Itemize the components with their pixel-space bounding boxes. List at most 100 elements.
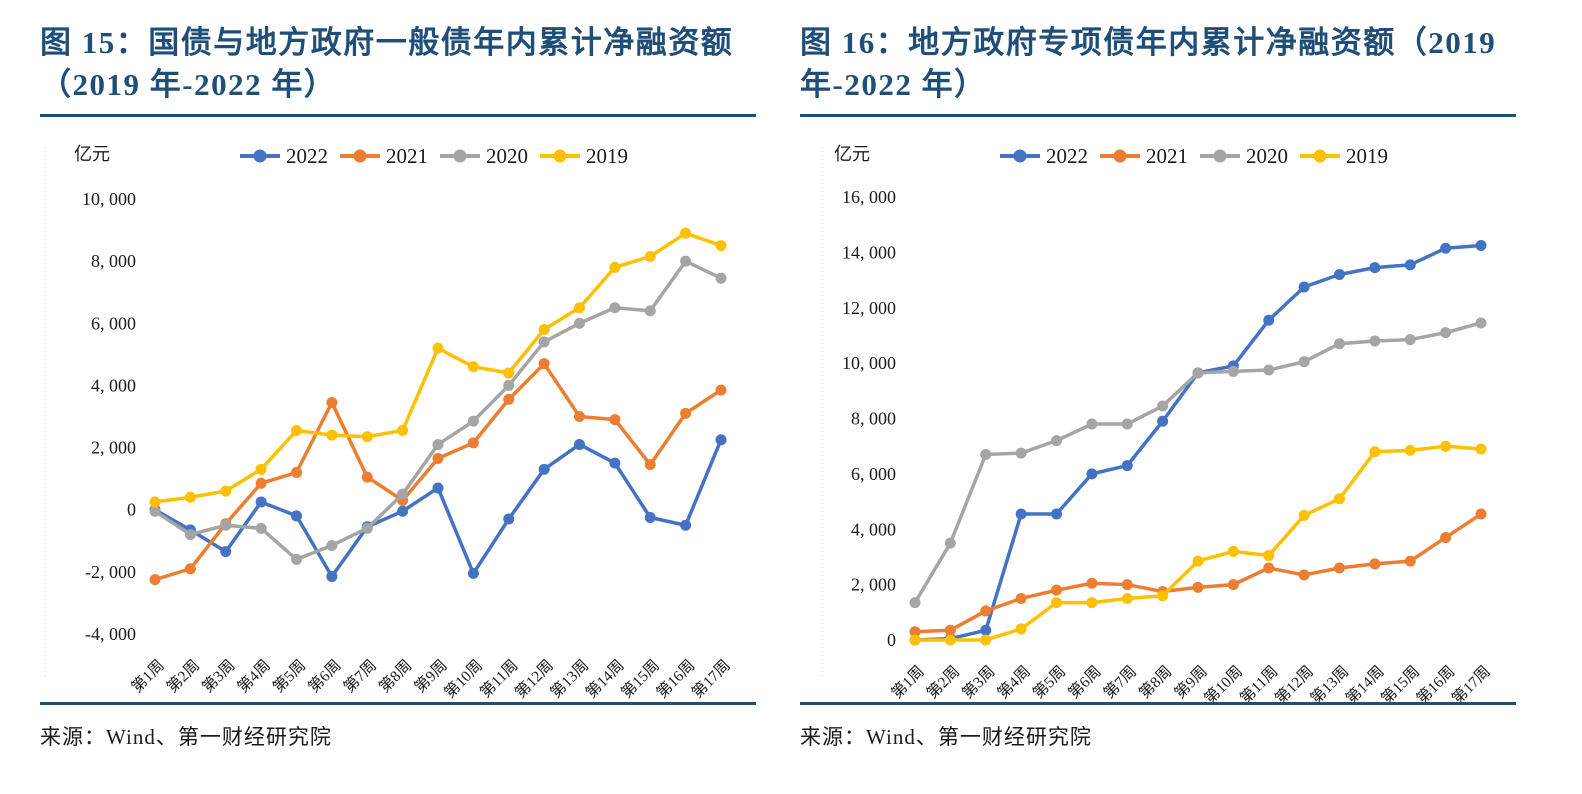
x-axis-tick-label: 第7周 [1100, 662, 1140, 702]
data-point-2021-week13 [574, 411, 585, 422]
data-point-2021-week11 [1263, 562, 1275, 574]
figure-16-panel: 图 16：地方政府专项债年内累计净融资额（2019 年-2022 年） 亿元 20… [800, 16, 1516, 751]
y-axis-tick-label: 10, 000 [842, 353, 896, 373]
data-point-2022-week10 [467, 567, 479, 579]
legend-label: 2020 [1246, 144, 1288, 168]
data-point-2019-week11 [503, 367, 515, 379]
series-line-2021 [153, 361, 723, 582]
data-point-2020-week4 [1015, 447, 1027, 459]
y-axis-tick-label: 8, 000 [91, 251, 136, 271]
figure-15-line-chart: 亿元 2022 2021 2020 2019 10, 000 8, 000 6, 000 4, … [44, 144, 734, 702]
series-line-2022 [913, 243, 1483, 642]
data-point-2021-week10 [467, 437, 479, 449]
data-point-2019-week14 [609, 261, 621, 273]
legend-label: 2019 [1346, 144, 1388, 168]
x-axis-tick-label: 第2周 [163, 656, 203, 696]
data-point-2022-week4 [1015, 508, 1027, 520]
y-axis-tick-label: 2, 000 [91, 438, 136, 458]
data-point-2022-week3 [980, 624, 992, 636]
data-point-2020-week17 [1475, 317, 1487, 329]
x-axis-tick-label: 第13周 [547, 656, 593, 702]
data-point-2021-week17 [1475, 508, 1487, 520]
data-point-2022-week6 [1086, 468, 1098, 480]
y-axis-tick-label: 4, 000 [851, 519, 896, 539]
data-point-2020-week16 [680, 255, 692, 267]
x-axis-tick-label: 第11周 [476, 656, 521, 701]
data-point-2020-week9 [1192, 367, 1204, 379]
figure-16-bottom-divider [800, 702, 1516, 705]
series-2019 [909, 440, 1487, 646]
data-point-2019-week16 [680, 227, 692, 239]
figure-16-source: 来源：Wind、第一财经研究院 [800, 725, 1092, 749]
legend-dot-marker-icon [253, 149, 267, 163]
figure-15-title-divider [40, 114, 756, 117]
figure-15-panel: 图 15：国债与地方政府一般债年内累计净融资额（2019 年-2022 年） 亿… [40, 16, 756, 751]
legend-item-2019: 2019 [1300, 144, 1388, 168]
legend-dot-marker-icon [1313, 149, 1327, 163]
series-2022 [149, 434, 727, 583]
data-point-2019-week15 [1404, 444, 1416, 456]
data-point-2021-week1 [149, 574, 161, 586]
y-axis-tick-label: -4, 000 [85, 624, 136, 644]
data-point-2021-week17 [715, 384, 727, 396]
figure-16-title-divider [800, 114, 1516, 117]
data-point-2022-week15 [1404, 259, 1416, 271]
data-point-2019-week16 [1440, 440, 1452, 452]
data-point-2020-week1 [149, 505, 161, 517]
x-axis-tick-label: 第17周 [688, 656, 734, 702]
data-point-2022-week16 [1440, 242, 1452, 254]
data-point-2020-week13 [574, 317, 585, 329]
data-point-2021-week4 [255, 477, 267, 489]
data-point-2019-week2 [184, 491, 196, 503]
series-2021 [909, 508, 1487, 638]
data-point-2020-week16 [1440, 327, 1452, 339]
data-point-2021-week11 [503, 393, 515, 405]
data-point-2020-week9 [432, 438, 444, 450]
data-point-2020-week15 [1404, 334, 1416, 346]
data-point-2022-week17 [715, 434, 727, 446]
data-point-2019-week15 [644, 250, 656, 262]
series-2020 [149, 255, 727, 565]
data-point-2022-week15 [644, 511, 656, 523]
data-point-2021-week1 [909, 626, 921, 638]
x-axis-tick-label: 第6周 [1065, 662, 1105, 702]
data-point-2022-week12 [1298, 281, 1310, 293]
data-point-2022-week3 [220, 546, 232, 558]
data-point-2019-week1 [909, 634, 921, 646]
legend-item-2019: 2019 [540, 144, 628, 168]
x-axis-tick-label: 第4周 [234, 656, 274, 696]
data-point-2022-week14 [609, 457, 621, 469]
data-point-2020-week2 [944, 537, 956, 549]
data-point-2020-week6 [326, 539, 338, 551]
data-point-2020-week12 [1298, 356, 1310, 368]
x-axis-tick-label: 第8周 [375, 656, 415, 696]
figure-16-chart: 亿元 2022 2021 2020 2019 16, 000 14, 000 12, 000 1… [800, 117, 1516, 702]
data-point-2021-week6 [1086, 577, 1098, 589]
data-point-2021-week10 [1227, 579, 1239, 591]
y-axis-tick-label: 14, 000 [842, 242, 896, 262]
x-axis-tick-label: 第5周 [1029, 662, 1069, 702]
legend-item-2020: 2020 [1200, 144, 1288, 168]
y-axis-tick-label: 4, 000 [91, 375, 136, 395]
legend-dot-marker-icon [353, 149, 367, 163]
x-axis-tick-label: 第16周 [653, 656, 699, 702]
data-point-2020-week5 [1051, 435, 1062, 447]
data-point-2020-week14 [1369, 335, 1381, 347]
data-point-2020-week10 [467, 415, 479, 427]
data-point-2020-week8 [1157, 400, 1169, 412]
legend-label: 2021 [386, 144, 428, 168]
data-point-2020-week4 [255, 522, 267, 534]
legend-dot-marker-icon [1213, 149, 1227, 163]
y-axis-tick-label: 8, 000 [851, 409, 896, 429]
data-point-2019-week9 [1192, 555, 1204, 567]
data-point-2022-week5 [1051, 508, 1062, 520]
data-point-2021-week15 [1404, 555, 1416, 567]
data-point-2019-week10 [467, 361, 479, 373]
series-line-2021 [913, 512, 1483, 634]
data-point-2020-week11 [1263, 364, 1275, 376]
figure-15-source: 来源：Wind、第一财经研究院 [40, 725, 332, 749]
data-point-2019-week8 [397, 424, 409, 436]
data-point-2020-week2 [184, 529, 196, 541]
data-point-2019-week3 [220, 485, 232, 497]
x-axis-tick-label: 第12周 [511, 656, 557, 702]
